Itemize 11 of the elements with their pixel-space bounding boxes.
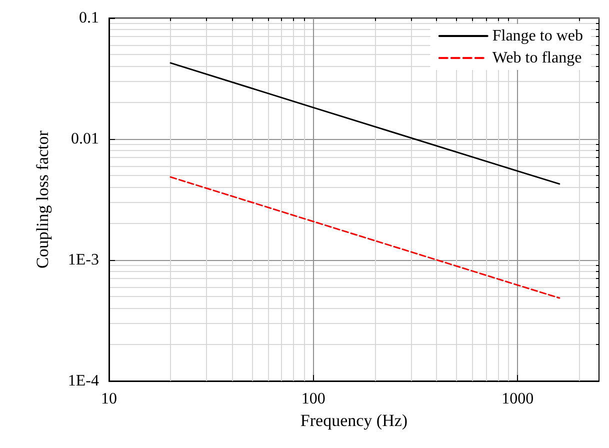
legend-label: Web to flange: [492, 50, 582, 66]
x-tick-label: 10: [101, 390, 117, 408]
y-tick-label: 1E-4: [68, 372, 99, 390]
y-tick-label: 0.01: [71, 130, 99, 148]
y-tick-label: 0.1: [79, 10, 99, 26]
y-tick-label: 1E-3: [68, 252, 99, 268]
x-axis-title: Frequency (Hz): [300, 410, 408, 430]
legend-label: Flange to web: [492, 28, 584, 44]
x-tick-label: 1000: [502, 390, 534, 408]
x-tick-label: 100: [301, 390, 326, 408]
y-axis-title: Coupling loss factor: [33, 130, 52, 268]
